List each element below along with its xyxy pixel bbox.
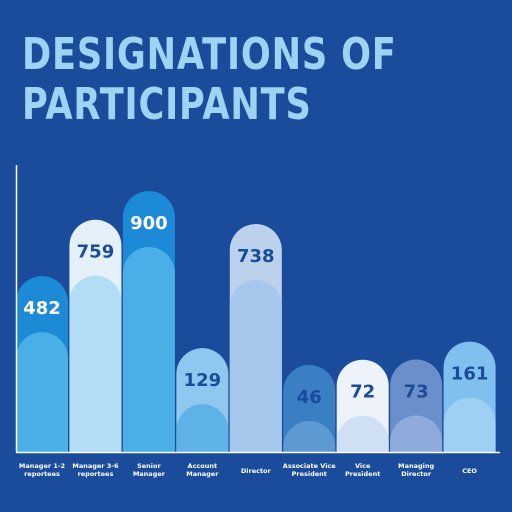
category-label: Manager 1-2 reportees [19,462,65,478]
bar-body [69,275,122,452]
category-label-line: reportees [24,470,60,478]
title-line-2: PARTICIPANTS [22,79,312,130]
category-label: Director [241,467,272,475]
bar-6 [283,365,336,452]
category-label: Managing Director [398,462,434,478]
category-label-line: Manager [186,470,219,478]
category-label: Associate Vice President [283,462,336,478]
bar-body [229,280,282,452]
bar-value-label: 738 [237,246,275,267]
bar-2 [69,219,122,452]
bar-1 [16,276,68,452]
bar-5 [229,224,282,452]
category-label: Vice President [345,462,380,478]
bar-value-label: 73 [404,381,429,402]
category-label-line: CEO [462,467,477,475]
bar-body [336,415,389,452]
category-label-line: Manager 1-2 [19,462,65,470]
bar-body [283,421,336,452]
bars-group: 482 759 900 129 738 46 72 73 161 [16,191,496,453]
category-label-line: Account [188,462,218,470]
bar-7 [336,359,389,452]
category-label: Senior Manager [133,462,166,478]
category-label: Account Manager [186,462,219,478]
bar-body [176,404,229,452]
bar-4 [176,348,229,452]
bar-value-label: 759 [77,242,115,263]
category-label-line: Vice [355,462,371,470]
category-label: CEO [462,467,477,475]
bar-body [16,332,68,452]
category-label-line: Managing [398,462,434,470]
category-label: Manager 3-6 reportees [72,462,119,478]
category-label-line: President [345,470,380,478]
bar-3 [122,191,175,453]
bar-body [443,397,496,452]
category-label-line: Director [241,467,272,475]
bar-value-label: 161 [451,364,489,385]
category-label-line: Manager [133,470,166,478]
bar-9 [443,341,496,452]
bar-value-label: 72 [350,382,375,403]
bar-value-label: 482 [23,298,61,319]
title-line-1: DESIGNATIONS OF [22,29,397,80]
bar-value-label: 900 [130,213,168,234]
bar-value-label: 46 [297,387,322,408]
chart-title: DESIGNATIONS OF PARTICIPANTS [22,30,397,130]
category-label-line: Senior [137,462,161,470]
bar-8 [390,359,443,452]
category-label-line: reportees [78,470,114,478]
category-label-line: Director [401,470,432,478]
category-label-line: President [292,470,327,478]
category-label-line: Associate Vice [283,462,336,470]
bar-value-label: 129 [184,370,222,391]
category-label-line: Manager 3-6 [72,462,119,470]
bar-body [122,247,175,452]
bar-body [390,415,443,452]
